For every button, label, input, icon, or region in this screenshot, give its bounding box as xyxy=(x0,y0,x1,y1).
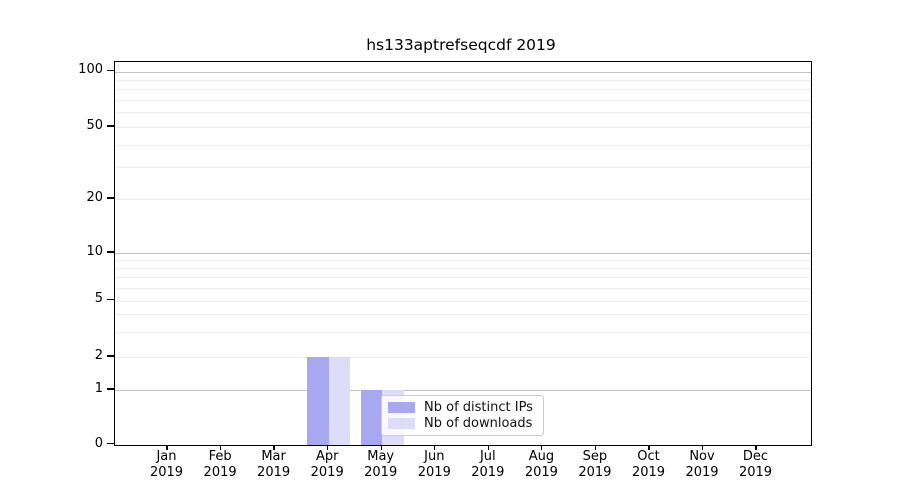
month-year: 2019 xyxy=(310,464,344,480)
minor-gridline xyxy=(114,112,811,114)
x-tick-label-aug: Aug 2019 xyxy=(509,449,573,480)
x-tick-label-oct: Oct 2019 xyxy=(617,449,681,480)
y-tick-mark xyxy=(107,197,114,199)
y-tick-mark xyxy=(107,251,114,253)
legend-item-distinct-ips: Nb of distinct IPs xyxy=(388,400,537,416)
y-tick-mark xyxy=(107,442,114,445)
y-tick-label-0: 0 xyxy=(94,436,103,451)
x-tick-mark xyxy=(166,444,168,450)
x-tick-mark xyxy=(648,444,650,450)
y-tick-mark xyxy=(107,125,114,127)
month-year: 2019 xyxy=(685,464,719,480)
minor-gridline xyxy=(114,199,811,200)
x-tick-label-sep: Sep 2019 xyxy=(563,449,627,480)
month-name: Jun xyxy=(424,449,445,464)
x-tick-label-dec: Dec 2019 xyxy=(724,449,788,480)
y-tick-label-50: 50 xyxy=(86,117,103,133)
minor-gridline xyxy=(114,357,811,358)
month-name: Nov xyxy=(689,449,715,464)
major-gridline xyxy=(114,253,811,254)
month-year: 2019 xyxy=(417,464,451,480)
month-name: Sep xyxy=(582,449,608,464)
month-name: Dec xyxy=(742,449,769,464)
month-year: 2019 xyxy=(364,464,398,480)
y-tick-label-20: 20 xyxy=(86,189,103,205)
y-tick-mark xyxy=(107,388,114,390)
minor-gridline xyxy=(114,167,811,169)
month-name: Apr xyxy=(315,449,339,464)
x-tick-label-jul: Jul 2019 xyxy=(456,449,520,480)
minor-gridline xyxy=(114,314,811,316)
y-tick-label-5: 5 xyxy=(94,291,103,306)
y-tick-mark xyxy=(107,298,114,301)
minor-gridline xyxy=(114,144,811,146)
minor-gridline xyxy=(114,79,811,81)
minor-gridline xyxy=(114,277,811,279)
legend: Nb of distinct IPs Nb of downloads xyxy=(381,395,544,436)
legend-swatch-distinct-ips xyxy=(388,402,415,413)
minor-gridline xyxy=(114,260,811,262)
bar-nb-of-downloads-apr-2019 xyxy=(328,357,351,445)
x-tick-mark xyxy=(380,444,382,450)
x-tick-mark xyxy=(487,444,489,450)
plot-area xyxy=(113,60,812,446)
legend-swatch-downloads xyxy=(388,418,415,429)
y-tick-mark xyxy=(107,355,114,357)
x-tick-label-nov: Nov 2019 xyxy=(670,449,734,480)
month-year: 2019 xyxy=(471,464,505,480)
minor-gridline xyxy=(114,288,811,289)
x-tick-mark xyxy=(219,444,222,450)
y-tick-label-10: 10 xyxy=(86,243,103,259)
month-name: Aug xyxy=(528,449,555,464)
legend-label: Nb of downloads xyxy=(424,416,533,431)
bars-layer xyxy=(115,62,811,445)
minor-gridline xyxy=(114,268,811,270)
month-name: Oct xyxy=(637,449,660,464)
y-tick-mark xyxy=(107,69,114,72)
x-tick-label-mar: Mar 2019 xyxy=(242,449,306,480)
x-tick-mark xyxy=(541,444,543,450)
bar-nb-of-distinct-ips-may-2019 xyxy=(360,390,383,445)
month-name: Mar xyxy=(261,449,286,464)
month-year: 2019 xyxy=(149,464,184,480)
x-tick-label-jun: Jun 2019 xyxy=(402,449,466,480)
month-name: May xyxy=(367,449,395,464)
minor-gridline xyxy=(114,300,811,302)
minor-gridline xyxy=(114,127,811,128)
month-year: 2019 xyxy=(257,464,291,480)
bar-nb-of-distinct-ips-apr-2019 xyxy=(307,357,329,445)
month-year: 2019 xyxy=(578,464,612,480)
x-tick-mark xyxy=(594,444,596,450)
x-tick-label-apr: Apr 2019 xyxy=(295,449,359,480)
x-tick-mark xyxy=(755,444,757,450)
month-name: Jul xyxy=(479,449,496,464)
gridline-layer xyxy=(114,62,811,445)
legend-label: Nb of distinct IPs xyxy=(424,400,533,415)
x-tick-mark xyxy=(434,444,436,450)
major-gridline xyxy=(114,390,811,391)
chart-title: hs133aptrefseqcdf 2019 xyxy=(366,36,556,54)
month-year: 2019 xyxy=(203,464,237,480)
month-year: 2019 xyxy=(524,464,558,480)
x-tick-label-feb: Feb 2019 xyxy=(188,449,252,480)
y-tick-label-100: 100 xyxy=(78,62,103,77)
minor-gridline xyxy=(114,100,811,102)
x-tick-mark xyxy=(701,444,704,450)
minor-gridline xyxy=(114,331,811,333)
month-name: Feb xyxy=(208,449,232,464)
y-tick-label-2: 2 xyxy=(94,347,103,363)
x-tick-label-may: May 2019 xyxy=(349,449,413,480)
major-gridline xyxy=(114,71,811,73)
month-year: 2019 xyxy=(738,464,773,480)
x-tick-mark xyxy=(273,444,275,450)
x-tick-label-jan: Jan 2019 xyxy=(135,449,199,480)
month-year: 2019 xyxy=(631,464,666,480)
x-tick-mark xyxy=(327,444,329,450)
y-tick-label-1: 1 xyxy=(94,380,103,396)
minor-gridline xyxy=(114,89,811,91)
month-name: Jan xyxy=(156,449,177,464)
legend-item-downloads: Nb of downloads xyxy=(388,416,537,432)
